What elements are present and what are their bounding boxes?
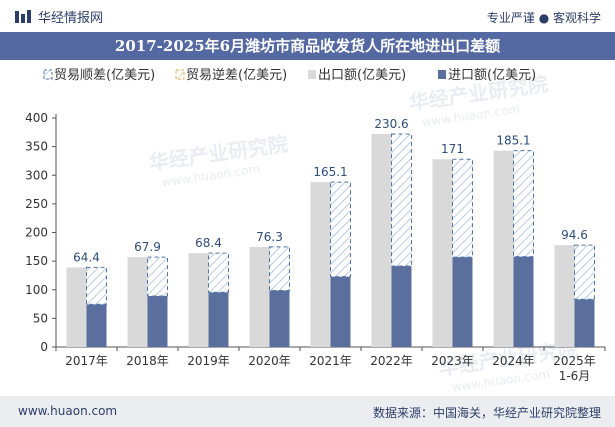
x-tick-label: 2023年 (431, 354, 474, 368)
legend-item: 出口额(亿美元) (308, 68, 406, 83)
import-bar (513, 256, 534, 347)
legend-swatch (438, 70, 446, 79)
x-tick-label: 2025年 (553, 354, 596, 368)
surplus-value-label: 68.4 (195, 236, 222, 250)
import-bar (86, 304, 107, 347)
x-tick-label: 2017年 (65, 354, 108, 368)
legend-label: 出口额(亿美元) (318, 68, 406, 83)
x-tick-label: 2021年 (309, 354, 352, 368)
surplus-bar (391, 133, 412, 267)
import-bar (391, 266, 412, 347)
y-tick-label: 400 (25, 111, 48, 125)
footer: www.huaon.com 数据来源：中国海关，华经产业研究院整理 (0, 396, 615, 427)
export-bar (66, 267, 87, 347)
legend-swatch (43, 69, 53, 80)
surplus-bar (269, 246, 290, 291)
surplus-value-label: 185.1 (496, 134, 530, 148)
x-tick-label: 2022年 (370, 354, 413, 368)
legend-item: 贸易顺差(亿美元) (43, 68, 155, 83)
watermark: 华经产业研究院www.huaon.com华经产业研究院www.huaon.com… (147, 72, 579, 395)
legend-label: 贸易顺差(亿美元) (54, 68, 155, 83)
y-tick-label: 300 (25, 168, 48, 182)
export-bar (127, 257, 148, 347)
export-bar (310, 182, 331, 347)
legend-swatch (308, 70, 316, 79)
legend-swatch (175, 69, 185, 80)
surplus-value-label: 230.6 (374, 117, 408, 131)
import-bar (330, 276, 351, 347)
import-bar (208, 292, 229, 347)
surplus-value-label: 94.6 (561, 228, 588, 242)
legend-label: 贸易逆差(亿美元) (186, 67, 287, 83)
legend-item: 进口额(亿美元) (438, 68, 536, 83)
export-bar (432, 159, 453, 347)
y-tick-label: 350 (25, 140, 48, 154)
x-tick-label: 1-6月 (559, 369, 591, 383)
import-bar (147, 295, 168, 347)
surplus-bar (208, 252, 229, 293)
export-bar (554, 245, 575, 347)
footer-source: 数据来源：中国海关，华经产业研究院整理 (372, 406, 601, 420)
footer-url[interactable]: www.huaon.com (18, 404, 118, 418)
y-tick-label: 250 (25, 197, 48, 211)
y-tick-label: 200 (25, 226, 48, 240)
surplus-bar (452, 158, 473, 258)
surplus-bar (574, 244, 595, 300)
y-tick-label: 50 (33, 311, 48, 325)
top-bar: 华经情报网 专业严谨 ● 客观科学 (0, 0, 615, 32)
brand-logo-icon (15, 9, 31, 23)
legend-item: 贸易逆差(亿美元) (175, 67, 287, 83)
legend-label: 进口额(亿美元) (448, 68, 536, 83)
y-tick-label: 100 (25, 283, 48, 297)
surplus-value-label: 76.3 (256, 230, 283, 244)
tagline: 专业严谨 ● 客观科学 (486, 11, 601, 25)
x-tick-label: 2018年 (126, 354, 169, 368)
y-tick-label: 150 (25, 254, 48, 268)
export-bar (371, 134, 392, 347)
export-bar (493, 150, 514, 347)
x-tick-label: 2019年 (187, 354, 230, 368)
surplus-bar (86, 266, 107, 305)
surplus-bar (513, 150, 534, 258)
import-bar (574, 299, 595, 347)
chart-title: 2017-2025年6月潍坊市商品收发货人所在地进出口差额 (0, 32, 615, 60)
x-tick-label: 2024年 (492, 354, 535, 368)
brand-name: 华经情报网 (38, 11, 104, 26)
import-bar (269, 290, 290, 347)
bar-chart: 华经产业研究院www.huaon.com华经产业研究院www.huaon.com… (25, 67, 606, 395)
surplus-value-label: 171 (441, 142, 464, 156)
surplus-value-label: 67.9 (134, 240, 161, 254)
import-bar (452, 257, 473, 347)
surplus-value-label: 165.1 (313, 165, 347, 179)
brand[interactable]: 华经情报网 (14, 7, 103, 26)
export-bar (188, 253, 209, 347)
surplus-bar (147, 256, 168, 297)
x-tick-label: 2020年 (248, 354, 291, 368)
surplus-value-label: 64.4 (73, 250, 100, 264)
export-bar (249, 246, 270, 347)
surplus-bar (330, 181, 351, 278)
y-tick-label: 0 (40, 340, 48, 354)
